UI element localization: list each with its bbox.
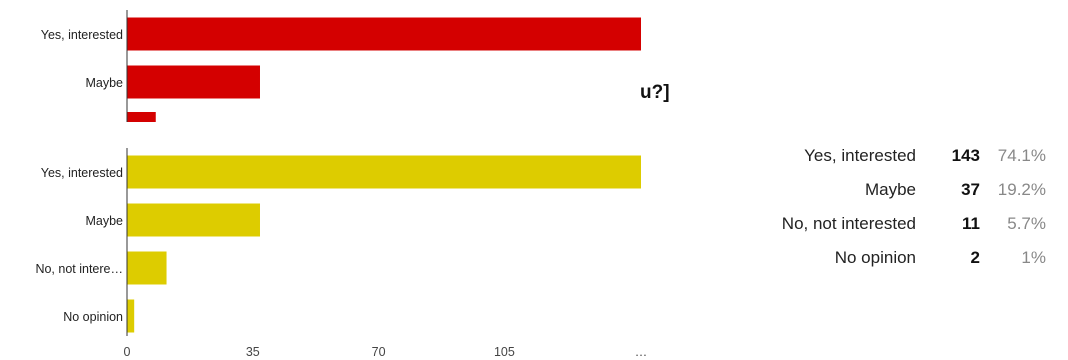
response-summary-table: Yes, interested 143 74.1% Maybe 37 19.2%… — [700, 146, 1060, 282]
summary-percent: 74.1% — [997, 146, 1046, 165]
category-label: Maybe — [85, 214, 123, 228]
x-tick-label: 70 — [372, 345, 386, 359]
question-title-fragment: u?] — [640, 82, 670, 103]
summary-count: 143 — [951, 146, 980, 165]
bar — [127, 65, 260, 99]
bar — [127, 112, 156, 122]
summary-count: 11 — [962, 214, 980, 233]
summary-percent: 5.7% — [1007, 214, 1046, 233]
summary-percent: 19.2% — [997, 180, 1046, 199]
category-label: Yes, interested — [41, 28, 123, 42]
x-tick-label: 0 — [124, 345, 131, 359]
category-label: No opinion — [63, 310, 123, 324]
summary-row: No, not interested 11 5.7% — [700, 214, 1060, 248]
bar — [127, 251, 167, 285]
summary-label: No opinion — [834, 248, 916, 267]
summary-row: No opinion 2 1% — [700, 248, 1060, 282]
x-tick-label: 105 — [494, 345, 515, 359]
summary-row: Maybe 37 19.2% — [700, 180, 1060, 214]
x-tick-label: … — [635, 345, 648, 359]
bar — [127, 17, 641, 51]
category-label: Maybe — [85, 76, 123, 90]
summary-row: Yes, interested 143 74.1% — [700, 146, 1060, 180]
x-tick-label: 35 — [246, 345, 260, 359]
summary-label: Yes, interested — [804, 146, 916, 165]
bar — [127, 299, 135, 333]
summary-label: Maybe — [864, 180, 916, 199]
summary-label: No, not interested — [781, 214, 916, 233]
summary-count: 37 — [961, 180, 980, 199]
bar — [127, 155, 641, 189]
summary-percent: 1% — [1021, 248, 1046, 267]
summary-count: 2 — [970, 248, 980, 267]
category-label: No, not intere… — [35, 262, 123, 276]
category-label: Yes, interested — [41, 166, 123, 180]
bar — [127, 203, 260, 237]
